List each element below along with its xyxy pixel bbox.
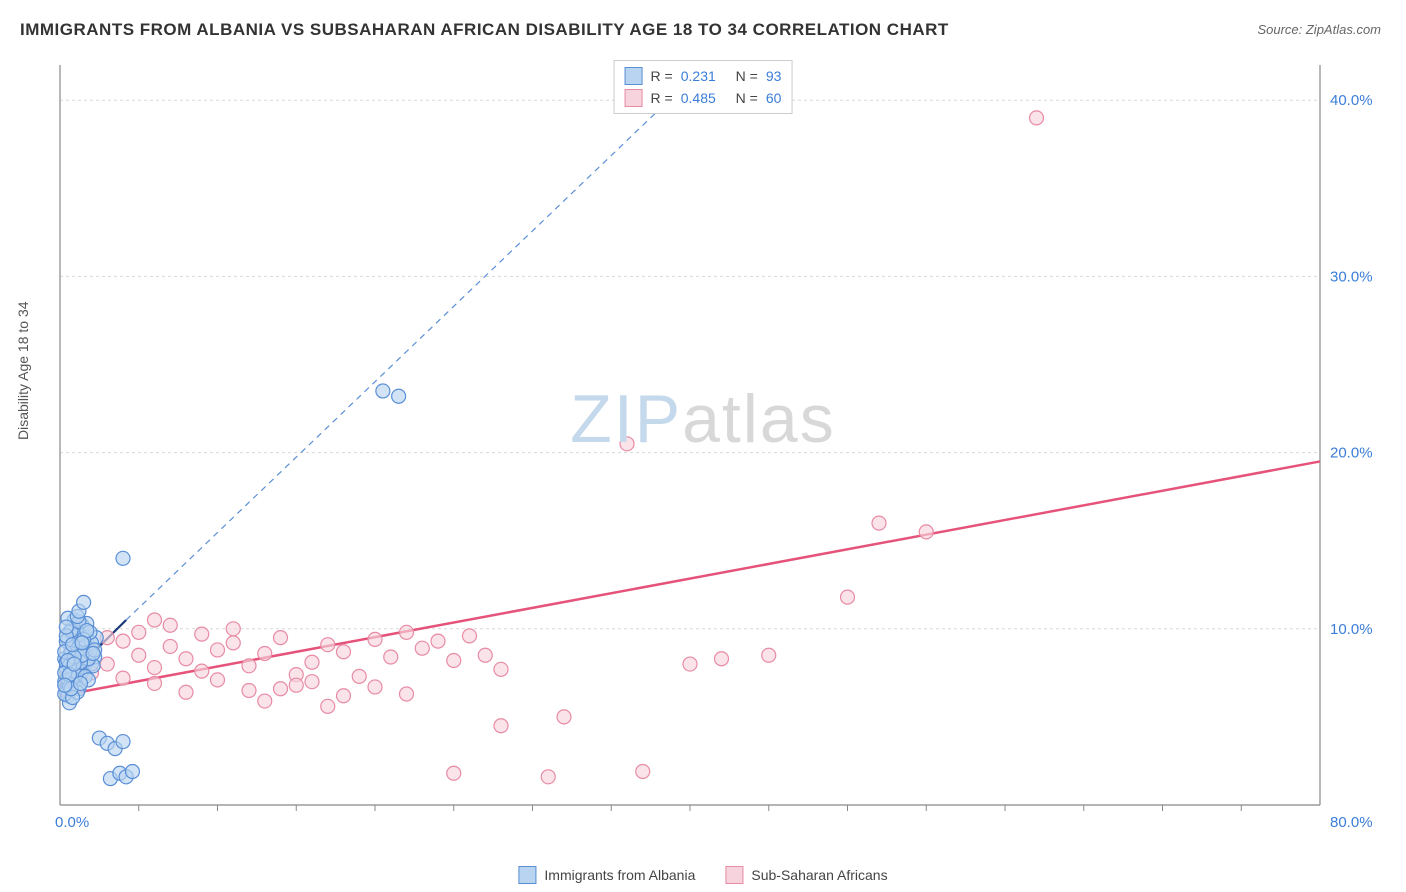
legend-swatch-icon <box>725 866 743 884</box>
n-label: N = <box>736 68 758 84</box>
series-legend: Immigrants from Albania Sub-Saharan Afri… <box>518 866 887 884</box>
scatter-chart: 10.0% 20.0% 30.0% 40.0% 0.0% 80.0% <box>50 55 1380 845</box>
legend-swatch-subsaharan <box>625 89 643 107</box>
legend-item-subsaharan: Sub-Saharan Africans <box>725 866 887 884</box>
chart-title: IMMIGRANTS FROM ALBANIA VS SUBSAHARAN AF… <box>20 20 949 40</box>
svg-text:10.0%: 10.0% <box>1330 621 1373 638</box>
r-label: R = <box>651 90 673 106</box>
legend-swatch-icon <box>518 866 536 884</box>
source-attribution: Source: ZipAtlas.com <box>1257 22 1381 37</box>
legend-swatch-albania <box>625 67 643 85</box>
legend-row-subsaharan: R = 0.485 N = 60 <box>625 87 782 109</box>
r-label: R = <box>651 68 673 84</box>
y-axis-label: Disability Age 18 to 34 <box>15 301 31 440</box>
svg-text:20.0%: 20.0% <box>1330 445 1373 462</box>
svg-text:80.0%: 80.0% <box>1330 814 1373 831</box>
n-label: N = <box>736 90 758 106</box>
svg-text:30.0%: 30.0% <box>1330 268 1373 285</box>
r-value-albania: 0.231 <box>681 68 716 84</box>
legend-item-albania: Immigrants from Albania <box>518 866 695 884</box>
n-value-albania: 93 <box>766 68 782 84</box>
svg-text:0.0%: 0.0% <box>55 814 89 831</box>
legend-row-albania: R = 0.231 N = 93 <box>625 65 782 87</box>
legend-label-subsaharan: Sub-Saharan Africans <box>751 867 887 883</box>
n-value-subsaharan: 60 <box>766 90 782 106</box>
svg-text:40.0%: 40.0% <box>1330 92 1373 109</box>
legend-label-albania: Immigrants from Albania <box>544 867 695 883</box>
r-value-subsaharan: 0.485 <box>681 90 716 106</box>
correlation-legend: R = 0.231 N = 93 R = 0.485 N = 60 <box>614 60 793 114</box>
